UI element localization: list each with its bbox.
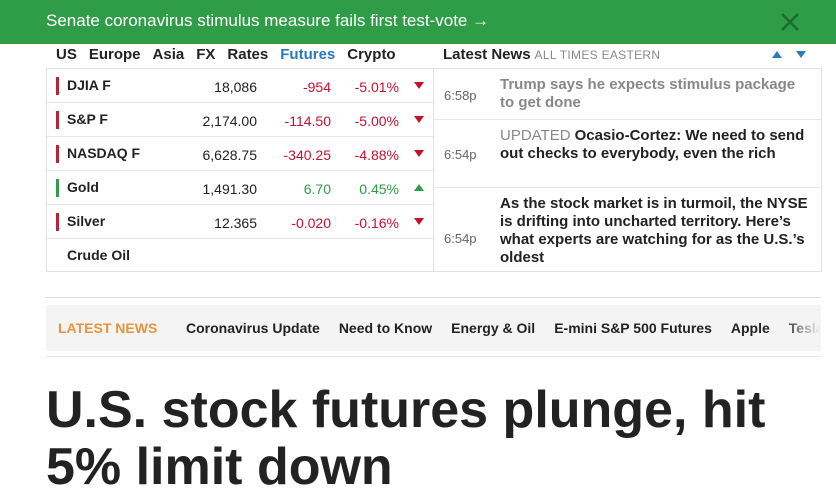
- market-row[interactable]: Silver 12.365 -0.020 -0.16%: [47, 205, 434, 239]
- percent-change: -5.01%: [354, 79, 399, 95]
- news-time: 6:54p: [444, 231, 477, 246]
- topic-nav: LATEST NEWS Coronavirus Update Need to Kn…: [46, 305, 821, 351]
- percent-change: -5.00%: [354, 113, 399, 129]
- article-headline: U.S. stock futures plunge, hit 5% limit …: [46, 381, 766, 496]
- market-row[interactable]: Crude Oil: [47, 239, 434, 272]
- market-row[interactable]: Gold 1,491.30 6.70 0.45%: [47, 171, 434, 205]
- nav-items: Coronavirus Update Need to Know Energy & O…: [186, 320, 821, 336]
- trend-bar: [56, 77, 59, 95]
- news-time: 6:58p: [444, 88, 477, 103]
- news-tag: UPDATED: [500, 127, 571, 144]
- news-headline[interactable]: Trump says he expects stimulus package t…: [500, 76, 812, 112]
- market-tab[interactable]: US: [56, 46, 77, 63]
- price: 2,174.00: [202, 113, 258, 129]
- percent-change: -4.88%: [354, 147, 399, 163]
- price: 1,491.30: [202, 181, 258, 197]
- change: -954: [302, 79, 331, 95]
- symbol-name: Silver: [67, 213, 106, 229]
- percent-change: 0.45%: [359, 181, 399, 197]
- market-row[interactable]: DJIA F 18,086 -954 -5.01%: [47, 69, 434, 103]
- trend-bar: [56, 179, 59, 197]
- market-tabs: US Europe Asia FX Rates Futures Crypto: [56, 46, 396, 63]
- percent-change: -0.16%: [354, 215, 399, 231]
- news-title: Latest News: [443, 46, 531, 63]
- divider: [46, 297, 821, 298]
- change: -114.50: [284, 113, 331, 129]
- divider: [46, 356, 821, 357]
- nav-item[interactable]: Energy & Oil: [451, 320, 536, 336]
- news-headline[interactable]: As the stock market is in turmoil, the N…: [500, 195, 812, 267]
- symbol-name: Crude Oil: [67, 247, 131, 263]
- headline-text: Ocasio-Cortez: We need to send out check…: [500, 127, 805, 162]
- news-headline[interactable]: UPDATED Ocasio-Cortez: We need to send ou…: [500, 127, 812, 163]
- market-tab[interactable]: Asia: [152, 46, 185, 63]
- change: -0.020: [291, 215, 331, 231]
- price: 18,086: [214, 79, 257, 95]
- nav-item[interactable]: Apple: [730, 320, 770, 336]
- market-table: DJIA F 18,086 -954 -5.01% S&P F 2,174.00 -114.…: [46, 68, 434, 272]
- market-tab[interactable]: FX: [196, 46, 216, 63]
- market-row[interactable]: S&P F 2,174.00 -114.50 -5.00%: [47, 103, 434, 137]
- alert-banner[interactable]: Senate coronavirus stimulus measure fail…: [0, 0, 836, 44]
- close-icon[interactable]: [780, 12, 800, 32]
- trend-arrow: [414, 82, 424, 89]
- price: 6,628.75: [202, 147, 258, 163]
- news-item[interactable]: 6:58p Trump says he expects stimulus pack…: [434, 69, 821, 120]
- market-tab[interactable]: Rates: [227, 46, 269, 63]
- market-tab[interactable]: Europe: [88, 46, 141, 63]
- trend-bar: [56, 213, 59, 231]
- news-time: 6:54p: [444, 147, 477, 162]
- fade: [781, 305, 821, 351]
- news-subtitle: ALL TIMES EASTERN: [534, 48, 661, 62]
- trend-arrow: [414, 184, 424, 191]
- nav-item[interactable]: Need to Know: [338, 320, 433, 336]
- news-item[interactable]: 6:54p As the stock market is in turmoil, …: [434, 187, 821, 271]
- price: 12.365: [214, 215, 257, 231]
- symbol-name: Gold: [67, 179, 99, 195]
- headline-text: As the stock market is in turmoil, the N…: [500, 195, 808, 266]
- market-row[interactable]: NASDAQ F 6,628.75 -340.25 -4.88%: [47, 137, 434, 171]
- news-list: 6:58p Trump says he expects stimulus pack…: [433, 68, 822, 272]
- change: -340.25: [283, 147, 331, 163]
- market-tab[interactable]: Futures: [280, 46, 336, 63]
- trend-bar: [56, 111, 59, 129]
- banner-text[interactable]: Senate coronavirus stimulus measure fail…: [46, 11, 490, 30]
- trend-arrow: [414, 218, 424, 225]
- symbol-name: DJIA F: [67, 77, 111, 93]
- nav-item[interactable]: E-mini S&P 500 Futures: [554, 320, 712, 336]
- trend-arrow: [414, 150, 424, 157]
- symbol-name: NASDAQ F: [67, 145, 141, 161]
- news-header: Latest News ALL TIMES EASTERN: [443, 46, 660, 63]
- trend-arrow: [414, 116, 424, 123]
- news-arrows[interactable]: [770, 48, 810, 60]
- headline-text: Trump says he expects stimulus package t…: [500, 76, 796, 111]
- symbol-name: S&P F: [67, 111, 108, 127]
- nav-item[interactable]: Coronavirus Update: [186, 320, 320, 336]
- news-item[interactable]: 6:54p UPDATED Ocasio-Cortez: We need to se…: [434, 119, 821, 188]
- trend-bar: [56, 145, 59, 163]
- nav-label: LATEST NEWS: [58, 320, 158, 336]
- market-tab[interactable]: Crypto: [347, 46, 396, 63]
- change: 6.70: [303, 181, 331, 197]
